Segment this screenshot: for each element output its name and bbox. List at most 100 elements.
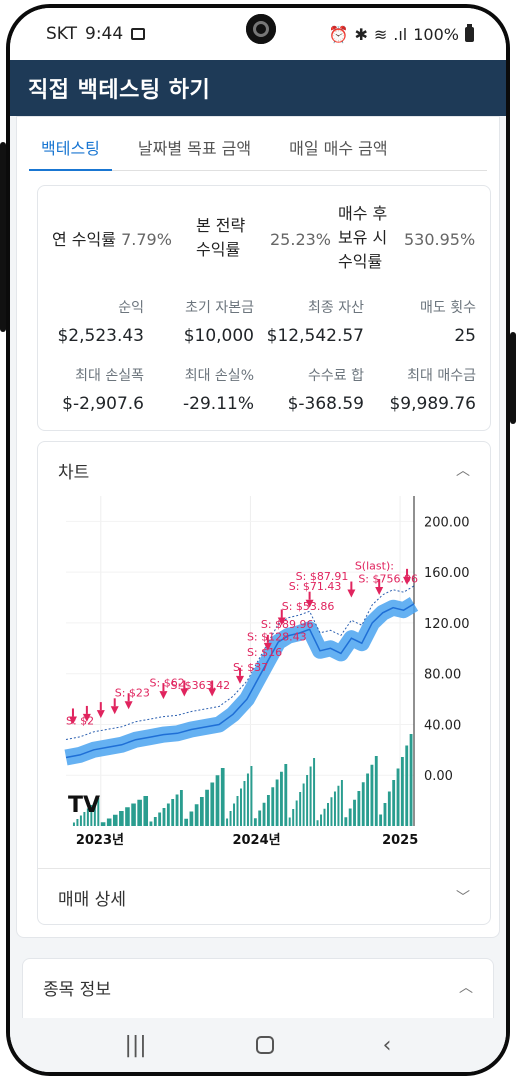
sell-marker xyxy=(180,688,189,697)
sell-marker-stem xyxy=(211,680,214,689)
info-section-header[interactable]: 종목 정보 ︿ xyxy=(23,959,493,1015)
y-tick-label: 40.00 xyxy=(424,718,461,733)
sell-marker xyxy=(82,713,91,722)
trade-section-header[interactable]: 매매 상세 ﹀ xyxy=(38,869,490,925)
volume-bar xyxy=(387,791,391,826)
tab-daily-buy-amount[interactable]: 매일 매수 금액 xyxy=(289,139,388,158)
volume-bar xyxy=(162,808,166,826)
volume-bar xyxy=(250,766,253,826)
volume-bar xyxy=(340,780,343,826)
alarm-icon: ⏰ xyxy=(328,24,349,44)
volume-bar xyxy=(353,799,356,826)
volume-bar xyxy=(337,785,340,826)
volume-bar xyxy=(320,814,323,826)
stat-value: $2,523.43 xyxy=(57,326,144,346)
volume-bar xyxy=(171,799,175,826)
volume-bar xyxy=(409,734,413,826)
hold-return-value: 530.95% xyxy=(404,230,476,249)
x-tick-label: 2024년 xyxy=(232,833,280,848)
sell-label: S: $128.43 xyxy=(247,631,307,644)
volume-bar xyxy=(199,797,204,826)
summary-row: 연 수익률 7.79% 본 전략 수익률 25.23% 매수 후 보유 시 수익… xyxy=(38,200,490,276)
volume-bar xyxy=(361,782,365,826)
volume-bar xyxy=(233,803,236,826)
phone-side-button-left xyxy=(0,142,6,332)
info-card: 종목 정보 ︿ xyxy=(22,958,494,1026)
volume-bar xyxy=(125,807,130,826)
battery-icon xyxy=(465,23,474,42)
volume-bar xyxy=(236,796,239,826)
chevron-down-icon[interactable]: ﹀ xyxy=(456,890,470,906)
volume-bar xyxy=(153,817,157,826)
stat-label: 순익 xyxy=(118,300,144,316)
volume-bar xyxy=(348,808,352,826)
chart-section-header[interactable]: 차트 ︿ xyxy=(38,442,490,498)
stat-net-profit: 순익 $2,523.43 xyxy=(44,298,144,349)
stat-max-drawdown: 최대 손실폭 $-2,907.6 xyxy=(44,366,144,417)
phone-frame: SKT 9:44 ⏰ ✱ ≋ .ıl 100% 직접 백테스팅 하기 백테스팅 … xyxy=(6,4,510,1076)
volume-bar xyxy=(280,771,283,826)
trade-section-title: 매매 상세 xyxy=(58,889,126,910)
volume-bar xyxy=(379,814,383,826)
strategy-return-label-1: 본 전략 xyxy=(196,216,246,235)
hold-return-label-1: 매수 후 xyxy=(338,204,388,223)
stat-final-asset: 최종 자산 $12,542.57 xyxy=(254,298,364,349)
stat-sell-count: 매도 횟수 25 xyxy=(376,298,476,349)
volume-bar xyxy=(327,803,329,826)
sell-marker xyxy=(68,716,77,725)
volume-bar xyxy=(302,783,305,826)
stat-label: 최종 자산 xyxy=(308,300,364,316)
volume-bar xyxy=(306,775,309,826)
upper-band-line xyxy=(65,585,415,740)
volume-bar xyxy=(323,808,326,826)
annual-return-value: 7.79% xyxy=(121,230,172,249)
backtest-card: 백테스팅 날짜별 목표 금액 매일 매수 금액 연 수익률 7.79% 본 전략… xyxy=(16,116,500,938)
stat-label: 최대 매수금 xyxy=(407,368,476,384)
volume-bar xyxy=(175,794,179,826)
volume-bar xyxy=(288,817,291,826)
chevron-up-icon[interactable]: ︿ xyxy=(456,463,470,479)
backtest-chart[interactable]: 200.00 160.00 120.00 80.00 40.00 0.00 S: $87.9… xyxy=(56,496,478,848)
volume-bar xyxy=(344,817,348,826)
sell-marker xyxy=(305,599,314,608)
sell-label: S: $71.43 xyxy=(289,580,342,593)
volume-bar xyxy=(215,775,220,826)
volume-bar xyxy=(83,812,86,826)
home-icon[interactable] xyxy=(255,1036,274,1054)
sell-marker xyxy=(96,710,105,719)
main-content[interactable]: 백테스팅 날짜별 목표 금액 매일 매수 금액 연 수익률 7.79% 본 전략… xyxy=(10,116,506,1026)
volume-bar xyxy=(396,768,400,826)
volume-bar xyxy=(137,799,142,826)
back-icon[interactable]: ‹ xyxy=(382,1032,392,1058)
stat-max-buy: 최대 매수금 $9,989.76 xyxy=(376,366,476,417)
hold-return-label-2: 보유 시 xyxy=(338,228,388,247)
phone-side-button-right xyxy=(510,332,516,424)
x-tick-label: 2025 xyxy=(382,833,418,848)
sell-marker-stem xyxy=(71,708,74,717)
recent-apps-icon[interactable]: ||| xyxy=(124,1032,147,1058)
y-tick-label: 120.00 xyxy=(424,617,470,632)
sell-marker xyxy=(208,688,217,697)
stat-label: 수수료 합 xyxy=(308,368,364,384)
tab-backtesting[interactable]: 백테스팅 xyxy=(29,129,112,171)
volume-bar xyxy=(205,789,209,826)
volume-bar xyxy=(100,822,106,826)
sell-label: S: $16 xyxy=(247,646,282,659)
volume-bar xyxy=(184,818,189,826)
app-bar: 직접 백테스팅 하기 xyxy=(10,60,506,116)
stat-fee-total: 수수료 합 $-368.59 xyxy=(254,366,364,417)
volume-bar xyxy=(383,803,387,826)
tab-target-by-date[interactable]: 날짜별 목표 금액 xyxy=(137,139,252,158)
section-divider xyxy=(38,868,490,869)
chevron-up-icon[interactable]: ︿ xyxy=(459,980,473,996)
volume-bar xyxy=(97,798,100,826)
volume-bar xyxy=(220,768,225,826)
sell-marker xyxy=(277,617,286,626)
stat-value: 25 xyxy=(454,326,476,346)
clock: 9:44 xyxy=(85,24,124,44)
volume-bar xyxy=(330,797,333,826)
volume-bar xyxy=(246,773,249,826)
volume-bar xyxy=(131,803,136,826)
volume-bar xyxy=(266,795,270,826)
volume-bar xyxy=(158,812,162,826)
